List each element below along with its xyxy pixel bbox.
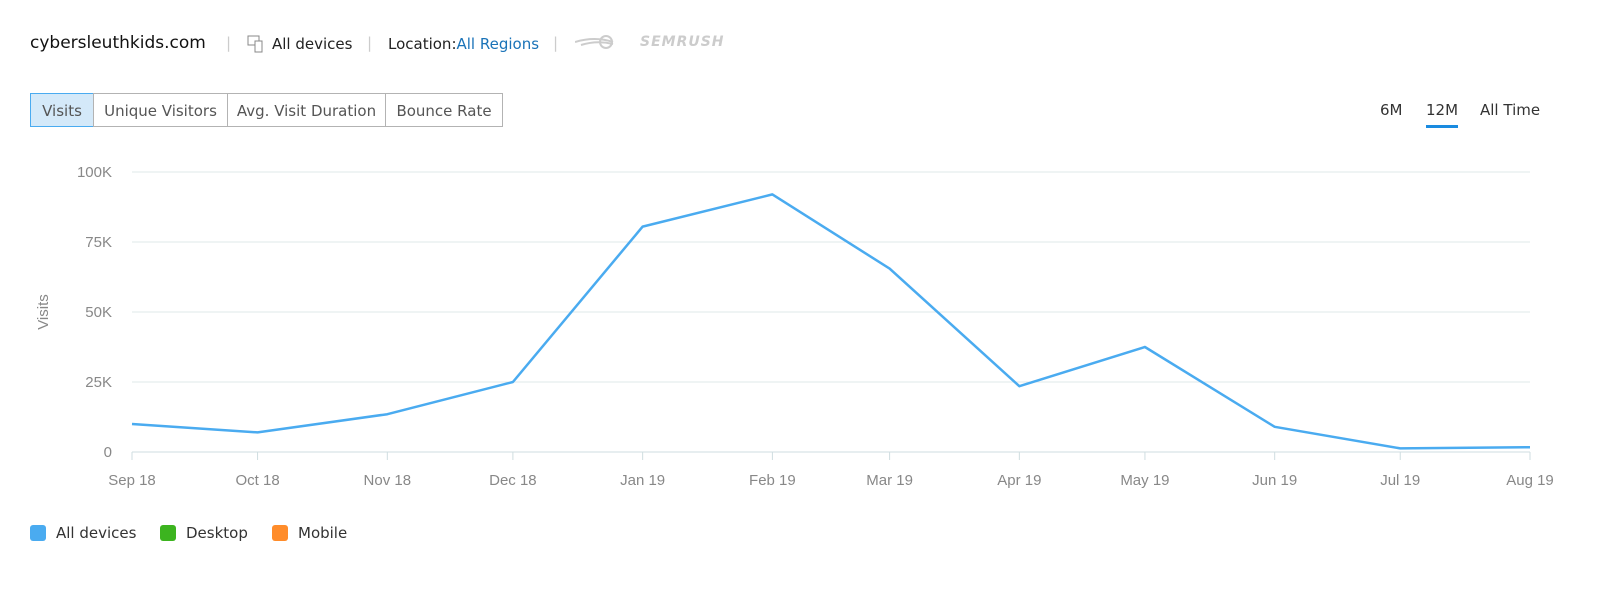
legend-label: All devices bbox=[56, 524, 137, 542]
period[interactable]: 6M bbox=[1380, 101, 1403, 119]
location: Location:All Regions bbox=[388, 35, 539, 53]
y-tick-label: 100K bbox=[77, 164, 112, 181]
legend-swatch bbox=[272, 525, 288, 541]
y-tick-label: 25K bbox=[85, 374, 112, 391]
line-series bbox=[131, 193, 1531, 450]
period[interactable]: 12M bbox=[1426, 101, 1459, 128]
x-tick-label: Mar 19 bbox=[866, 472, 913, 489]
x-tick-label: Jun 19 bbox=[1252, 472, 1297, 489]
y-tick-label: 50K bbox=[85, 304, 112, 321]
x-tick-label: Nov 18 bbox=[364, 472, 412, 489]
x-tick-label: Feb 19 bbox=[749, 472, 796, 489]
x-tick-label: Jan 19 bbox=[620, 472, 665, 489]
legend-swatch bbox=[30, 525, 46, 541]
legend-item[interactable]: Desktop bbox=[160, 524, 248, 542]
location-value[interactable]: All Regions bbox=[456, 35, 540, 53]
period[interactable]: All Time bbox=[1480, 101, 1541, 119]
x-tick-label: Apr 19 bbox=[997, 472, 1041, 489]
devices-filter[interactable]: All devices bbox=[272, 35, 353, 53]
legend-swatch bbox=[160, 525, 176, 541]
legend-item[interactable]: All devices bbox=[30, 524, 136, 542]
x-tick-label: Dec 18 bbox=[489, 472, 537, 489]
chart: Visits 0 25K 50K 75K 100K Sep 18 Oct 18 Nov 18 D… bbox=[35, 164, 1554, 489]
device-icon bbox=[247, 35, 263, 53]
logo-icon bbox=[575, 35, 614, 49]
y-tick-label: 0 bbox=[104, 444, 112, 461]
domain: cybersleuthkids.com bbox=[30, 33, 206, 53]
x-tick-label: Aug 19 bbox=[1506, 472, 1554, 489]
location-label: Location: bbox=[388, 35, 457, 53]
separator: | bbox=[367, 34, 373, 52]
x-tick-label: Oct 18 bbox=[235, 472, 279, 489]
tab[interactable]: Bounce Rate bbox=[385, 93, 503, 127]
separator: | bbox=[226, 34, 232, 52]
legend-label: Mobile bbox=[298, 524, 348, 542]
tab[interactable]: Visits bbox=[30, 93, 94, 127]
x-tick-label: Sep 18 bbox=[108, 472, 156, 489]
x-tick-label: May 19 bbox=[1120, 472, 1169, 489]
legend-label: Desktop bbox=[186, 524, 248, 542]
y-tick-label: 75K bbox=[85, 234, 112, 251]
legend-item[interactable]: Mobile bbox=[272, 524, 347, 542]
x-tick-label: Jul 19 bbox=[1380, 472, 1420, 489]
y-axis-label: Visits bbox=[35, 294, 52, 330]
separator: | bbox=[553, 34, 559, 52]
logo: SEMRUSH bbox=[640, 34, 725, 50]
